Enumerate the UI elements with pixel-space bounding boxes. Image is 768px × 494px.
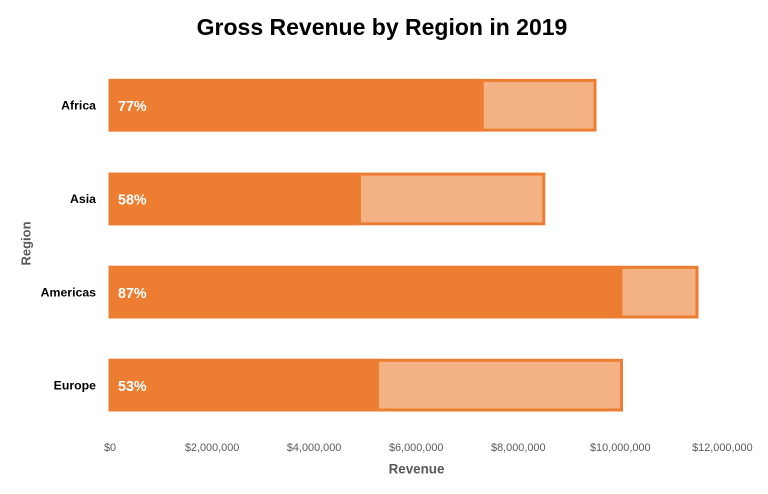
svg-text:Asia: Asia [70, 192, 96, 206]
svg-text:$4,000,000: $4,000,000 [287, 442, 342, 454]
svg-text:$6,000,000: $6,000,000 [389, 442, 444, 454]
svg-text:87%: 87% [118, 286, 147, 302]
svg-text:Region: Region [19, 221, 34, 265]
svg-text:Revenue: Revenue [389, 462, 445, 477]
svg-text:$12,000,000: $12,000,000 [692, 442, 753, 454]
svg-text:$10,000,000: $10,000,000 [590, 442, 651, 454]
svg-text:Americas: Americas [41, 285, 97, 299]
svg-text:$0: $0 [104, 442, 116, 454]
svg-text:$8,000,000: $8,000,000 [491, 442, 546, 454]
svg-text:Africa: Africa [61, 99, 96, 113]
svg-text:Gross Revenue by Region in 201: Gross Revenue by Region in 2019 [197, 14, 568, 40]
svg-text:Europe: Europe [54, 378, 97, 392]
svg-text:$2,000,000: $2,000,000 [185, 442, 240, 454]
svg-text:53%: 53% [118, 379, 147, 395]
svg-text:77%: 77% [118, 99, 147, 115]
svg-text:58%: 58% [118, 193, 147, 209]
